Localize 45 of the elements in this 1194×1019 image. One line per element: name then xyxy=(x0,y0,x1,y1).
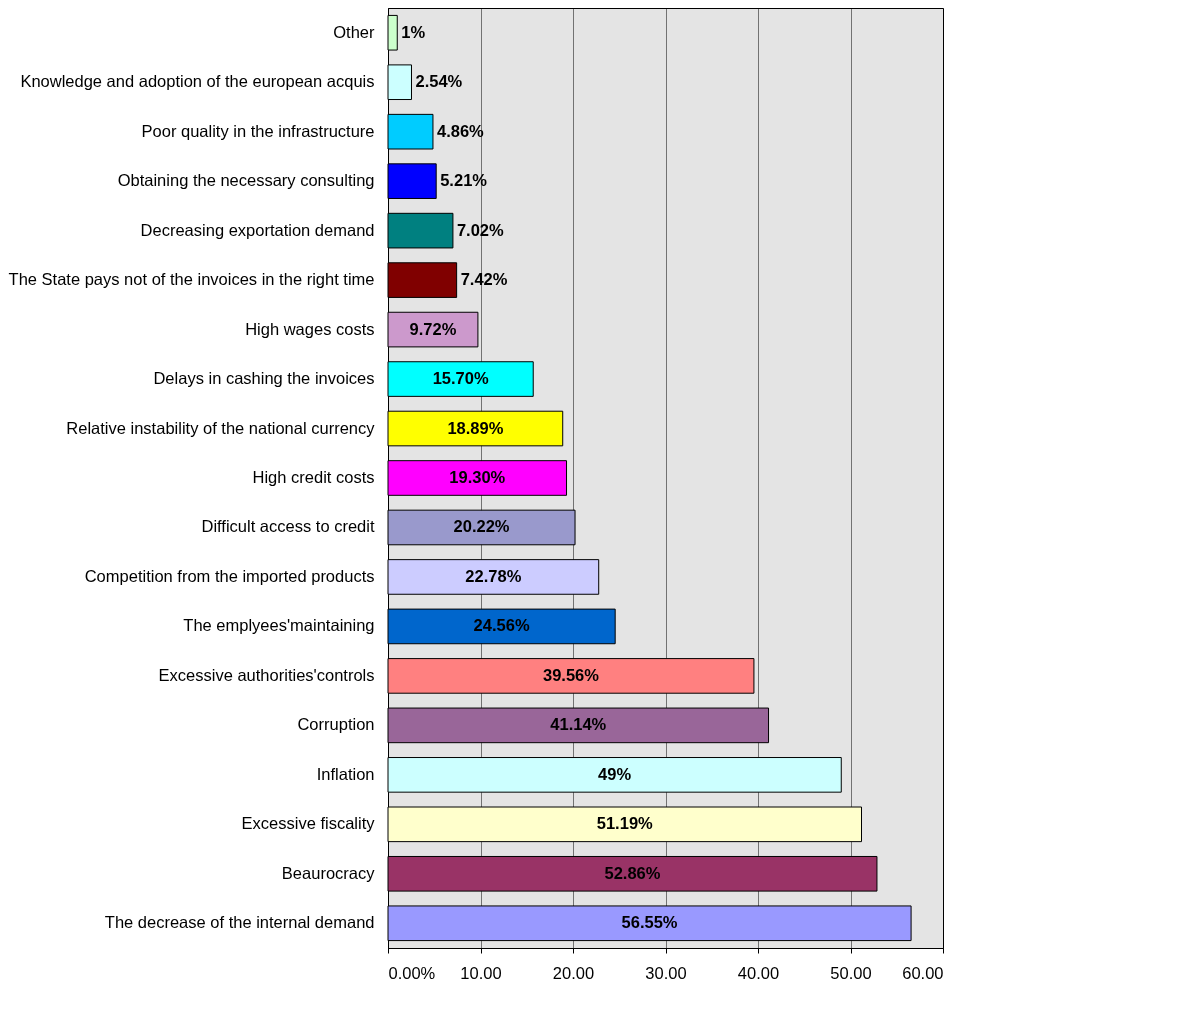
data-label: 52.86% xyxy=(604,863,661,882)
data-label: 9.72% xyxy=(409,319,457,338)
data-label: 2.54% xyxy=(415,72,463,91)
data-label: 19.30% xyxy=(449,468,506,486)
y-tick-label: Excessive fiscality xyxy=(241,814,376,833)
data-label: 49% xyxy=(598,764,632,783)
y-tick-label: Knowledge and adoption of the european acquis xyxy=(20,72,375,91)
y-tick-label: Inflation xyxy=(316,764,375,783)
data-label: 24.56% xyxy=(473,616,530,635)
data-label: 56.55% xyxy=(621,913,678,932)
data-label: 4.86% xyxy=(436,121,485,140)
y-tick-label: Corruption xyxy=(297,715,375,734)
y-tick-label: Beaurocracy xyxy=(281,863,376,882)
y-tick-label: Other xyxy=(333,22,375,41)
y-tick-label: High credit costs xyxy=(252,468,375,486)
data-label: 41.14% xyxy=(550,715,607,734)
data-label: 5.21% xyxy=(440,171,488,190)
y-tick-label: Decreasing exportation demand xyxy=(140,220,375,239)
data-label: 7.02% xyxy=(456,220,505,239)
y-tick-label: Delays in cashing the invoices xyxy=(153,369,375,388)
x-tick-label: 40.00 xyxy=(737,963,780,982)
data-label: 22.78% xyxy=(465,566,522,585)
y-tick-label: Excessive authorities'controls xyxy=(158,665,375,684)
x-tick-label: 60.00 xyxy=(902,963,944,982)
x-tick-label: 0.00% xyxy=(388,963,436,982)
y-tick-label: Obtaining the necessary consulting xyxy=(117,171,375,190)
y-tick-label: The decrease of the internal demand xyxy=(104,913,375,932)
y-tick-label: The State pays not of the invoices in the right time xyxy=(8,270,375,289)
data-label: 20.22% xyxy=(453,517,510,536)
data-label: 15.70% xyxy=(432,369,489,388)
y-tick-label: Competition from the imported products xyxy=(84,566,375,585)
y-tick-label: Difficult access to credit xyxy=(201,517,375,536)
x-tick-label: 10.00 xyxy=(460,963,502,982)
y-tick-label: High wages costs xyxy=(245,319,375,338)
x-tick-label: 20.00 xyxy=(552,963,595,982)
y-tick-label: Poor quality in the infrastructure xyxy=(141,121,375,140)
y-tick-label: The emplyees'maintaining xyxy=(183,616,375,635)
data-label: 18.89% xyxy=(447,418,504,437)
x-tick-label: 30.00 xyxy=(645,963,687,982)
data-label: 51.19% xyxy=(596,814,654,833)
x-tick-label: 50.00 xyxy=(830,963,872,982)
data-label: 1% xyxy=(401,22,426,41)
data-label: 7.42% xyxy=(460,270,508,289)
data-label: 39.56% xyxy=(542,665,600,684)
y-tick-label: Relative instability of the national currency xyxy=(66,418,376,437)
